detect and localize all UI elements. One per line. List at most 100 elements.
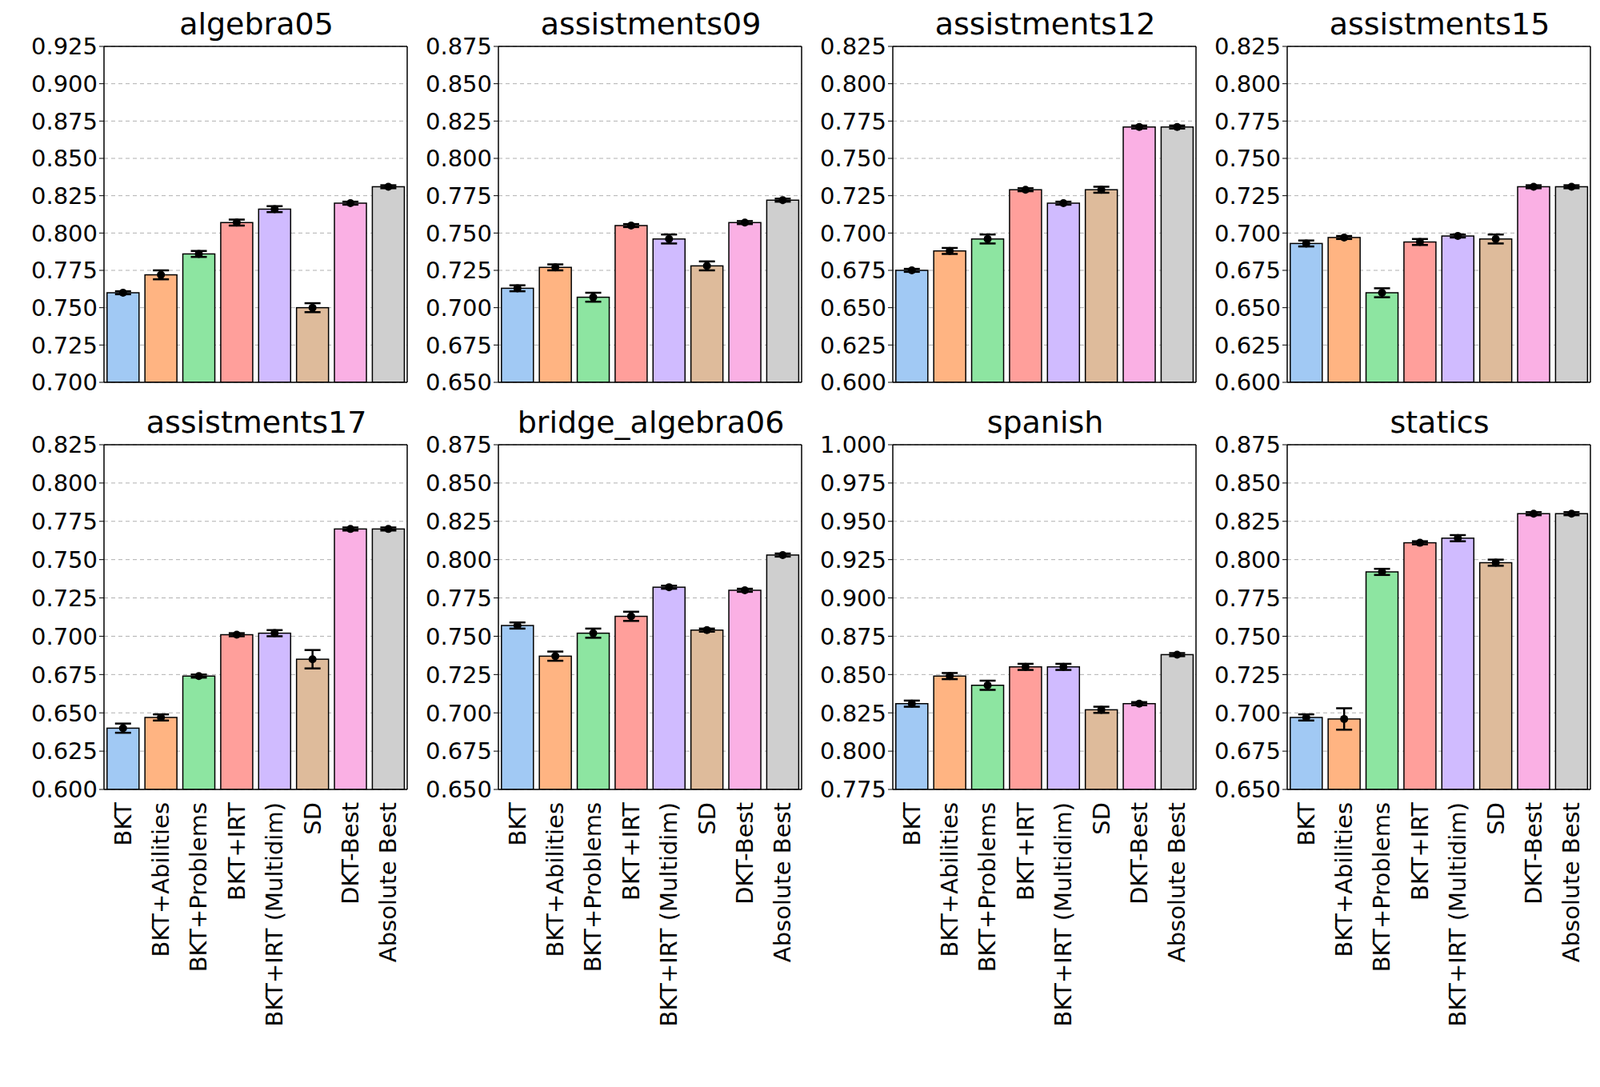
svg-text:DKT-Best: DKT-Best [1520,802,1548,905]
svg-text:0.825: 0.825 [425,508,492,536]
svg-text:0.800: 0.800 [31,220,98,248]
svg-text:BKT+IRT: BKT+IRT [223,802,251,901]
svg-text:0.825: 0.825 [820,32,887,60]
svg-text:BKT: BKT [504,802,532,847]
svg-text:0.750: 0.750 [425,623,492,651]
svg-text:BKT+Problems: BKT+Problems [973,802,1001,972]
svg-text:0.650: 0.650 [1214,294,1281,322]
svg-text:0.775: 0.775 [31,508,98,536]
svg-text:0.600: 0.600 [31,776,98,804]
svg-text:0.750: 0.750 [31,546,98,574]
svg-text:BKT+IRT (Multidim): BKT+IRT (Multidim) [1444,802,1472,1027]
svg-text:0.700: 0.700 [31,623,98,651]
svg-text:0.850: 0.850 [425,70,492,98]
svg-text:0.775: 0.775 [820,108,887,136]
svg-text:0.700: 0.700 [1214,220,1281,248]
svg-text:0.725: 0.725 [31,584,98,612]
svg-text:0.675: 0.675 [31,661,98,689]
svg-text:0.875: 0.875 [425,32,492,60]
svg-text:0.825: 0.825 [1214,508,1281,536]
svg-text:0.675: 0.675 [1214,256,1281,284]
svg-text:0.775: 0.775 [820,776,887,804]
svg-text:0.800: 0.800 [31,469,98,497]
svg-text:0.625: 0.625 [1214,332,1281,360]
svg-text:0.750: 0.750 [820,144,887,172]
svg-text:BKT+IRT (Multidim): BKT+IRT (Multidim) [655,802,683,1027]
svg-text:1.000: 1.000 [820,431,887,459]
svg-text:0.775: 0.775 [1214,584,1281,612]
svg-text:0.875: 0.875 [1214,431,1281,459]
svg-text:0.600: 0.600 [1214,368,1281,394]
svg-text:0.725: 0.725 [31,332,98,360]
svg-text:0.775: 0.775 [1214,108,1281,136]
svg-text:0.750: 0.750 [1214,144,1281,172]
svg-text:BKT+IRT (Multidim): BKT+IRT (Multidim) [260,802,288,1027]
svg-text:0.800: 0.800 [820,737,887,765]
svg-text:0.650: 0.650 [1214,776,1281,804]
svg-text:Absolute Best: Absolute Best [768,802,796,963]
svg-text:Absolute Best: Absolute Best [374,802,402,963]
svg-text:BKT+Abilities: BKT+Abilities [1330,802,1358,957]
svg-text:Absolute Best: Absolute Best [1557,802,1585,963]
svg-text:0.650: 0.650 [820,294,887,322]
svg-text:0.975: 0.975 [820,469,887,497]
svg-text:0.875: 0.875 [820,623,887,651]
svg-text:0.825: 0.825 [1214,32,1281,60]
svg-text:BKT+Problems: BKT+Problems [1368,802,1396,972]
svg-text:0.850: 0.850 [1214,469,1281,497]
svg-text:0.625: 0.625 [820,332,887,360]
svg-text:0.750: 0.750 [1214,623,1281,651]
svg-text:BKT+IRT: BKT+IRT [617,802,645,901]
svg-text:BKT+Abilities: BKT+Abilities [147,802,175,957]
svg-text:SD: SD [693,802,721,836]
svg-text:0.850: 0.850 [425,469,492,497]
svg-text:SD: SD [1088,802,1116,836]
svg-text:BKT: BKT [1292,802,1320,847]
svg-text:0.725: 0.725 [1214,661,1281,689]
svg-text:0.800: 0.800 [425,144,492,172]
svg-text:0.950: 0.950 [820,508,887,536]
svg-text:0.625: 0.625 [31,737,98,765]
svg-text:0.925: 0.925 [820,546,887,574]
svg-text:0.600: 0.600 [820,368,887,394]
svg-text:DKT-Best: DKT-Best [731,802,759,905]
svg-text:0.775: 0.775 [31,256,98,284]
svg-text:0.725: 0.725 [425,661,492,689]
svg-text:BKT+IRT (Multidim): BKT+IRT (Multidim) [1049,802,1077,1027]
svg-text:BKT+Problems: BKT+Problems [184,802,212,972]
svg-text:0.900: 0.900 [31,70,98,98]
svg-text:0.675: 0.675 [1214,737,1281,765]
svg-text:0.800: 0.800 [1214,70,1281,98]
svg-text:0.925: 0.925 [31,32,98,60]
svg-text:BKT: BKT [898,802,926,847]
svg-text:BKT: BKT [109,802,137,847]
svg-text:0.850: 0.850 [31,144,98,172]
svg-text:0.650: 0.650 [425,776,492,804]
svg-text:0.875: 0.875 [31,108,98,136]
svg-text:0.900: 0.900 [820,584,887,612]
svg-text:0.800: 0.800 [1214,546,1281,574]
svg-text:0.825: 0.825 [425,108,492,136]
svg-text:0.750: 0.750 [425,220,492,248]
svg-text:0.700: 0.700 [425,700,492,728]
svg-text:0.825: 0.825 [31,182,98,210]
svg-text:DKT-Best: DKT-Best [1125,802,1153,905]
svg-text:0.650: 0.650 [425,368,492,394]
svg-text:BKT+Problems: BKT+Problems [579,802,607,972]
svg-text:0.775: 0.775 [425,584,492,612]
svg-text:0.825: 0.825 [820,700,887,728]
svg-text:0.725: 0.725 [425,256,492,284]
svg-text:BKT+IRT: BKT+IRT [1012,802,1040,901]
svg-text:0.750: 0.750 [31,294,98,322]
svg-text:0.725: 0.725 [1214,182,1281,210]
svg-text:0.875: 0.875 [425,431,492,459]
svg-text:BKT+Abilities: BKT+Abilities [541,802,569,957]
svg-text:DKT-Best: DKT-Best [336,802,364,905]
svg-text:0.675: 0.675 [425,332,492,360]
svg-text:Absolute Best: Absolute Best [1163,802,1191,963]
svg-text:0.850: 0.850 [820,661,887,689]
svg-text:0.725: 0.725 [820,182,887,210]
svg-text:0.825: 0.825 [31,431,98,459]
svg-text:0.700: 0.700 [31,368,98,394]
svg-text:0.675: 0.675 [820,256,887,284]
